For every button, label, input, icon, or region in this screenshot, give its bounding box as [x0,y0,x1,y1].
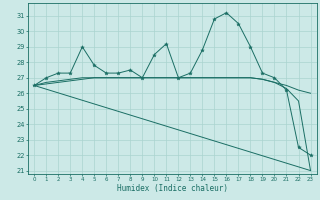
X-axis label: Humidex (Indice chaleur): Humidex (Indice chaleur) [117,184,228,193]
